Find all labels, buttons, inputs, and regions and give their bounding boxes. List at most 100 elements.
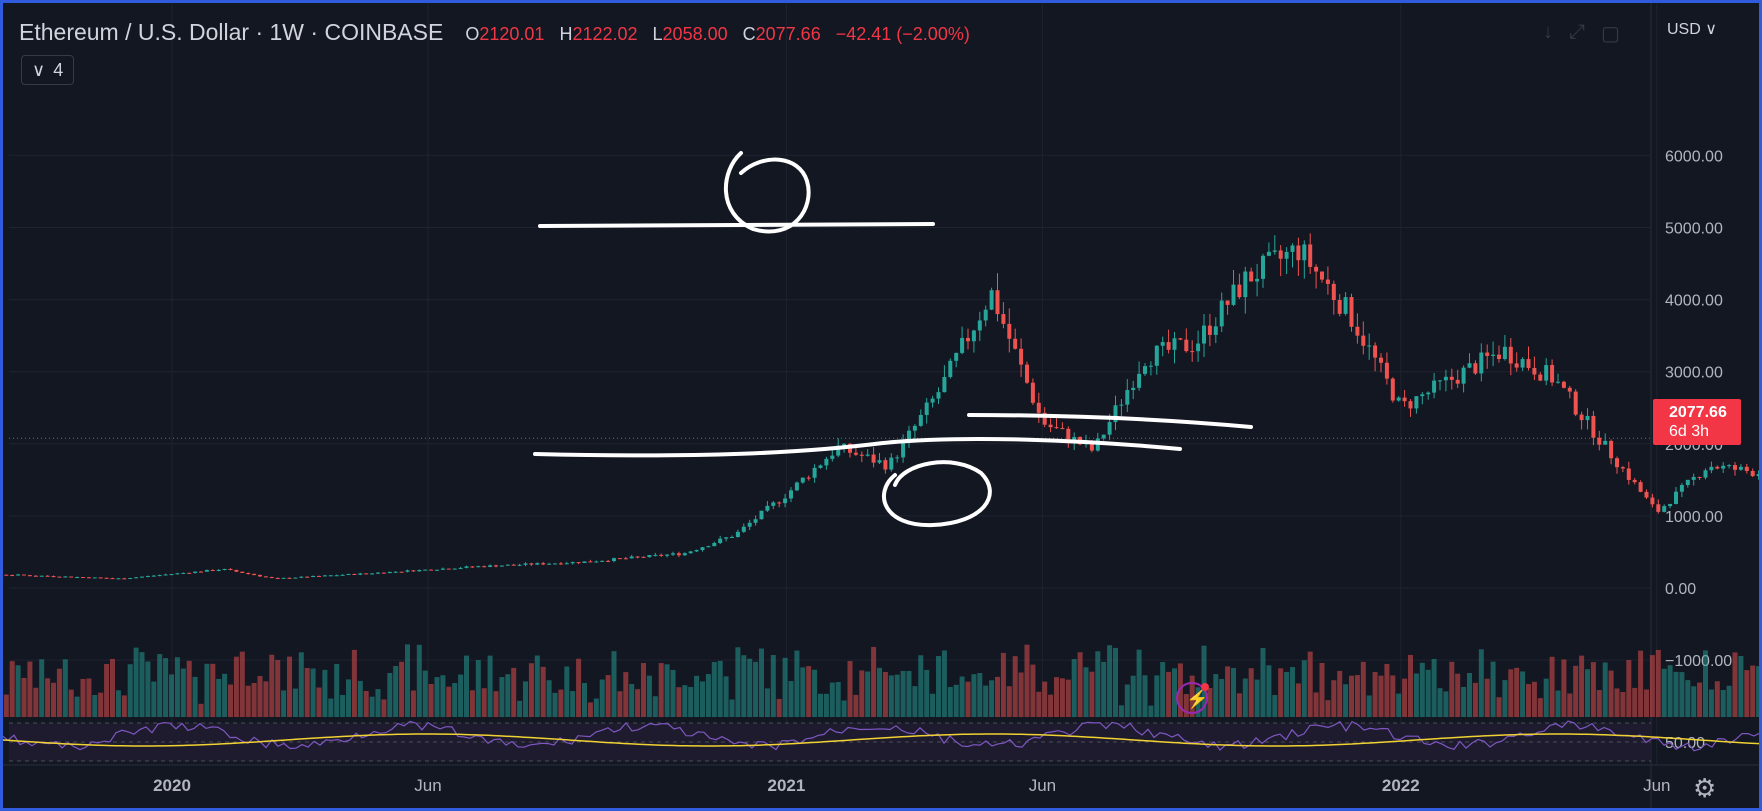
candle-body [252, 573, 257, 576]
candle-body [954, 352, 959, 361]
gear-icon[interactable]: ⚙ [1693, 773, 1717, 803]
volume-bar [1083, 667, 1089, 717]
candle-body [387, 571, 392, 574]
candle-body [617, 558, 622, 560]
volume-bar [74, 696, 80, 717]
volume-bar [174, 657, 180, 717]
candle-body [1355, 326, 1360, 336]
candle-body [594, 561, 599, 563]
volume-bar [1649, 655, 1655, 717]
volume-bar [552, 692, 558, 717]
y-tick-label: 0.00 [1665, 581, 1696, 598]
candle-body [606, 560, 611, 562]
indicator-count: 4 [53, 60, 64, 80]
volume-bar [1461, 686, 1467, 717]
candle-body [1272, 250, 1277, 252]
candle-body [830, 455, 835, 459]
volume-bar [1543, 678, 1549, 717]
candle-body [39, 575, 44, 577]
candle-body [1331, 283, 1336, 301]
volume-bar [711, 662, 717, 717]
volume-bar [298, 652, 304, 717]
candle-body [842, 443, 847, 446]
volume-bar [1201, 645, 1207, 717]
last-price-tag: 2077.66 6d 3h [1653, 399, 1741, 445]
volume-bar [1419, 662, 1425, 717]
candle-body [1449, 376, 1454, 380]
volume-bar [15, 665, 21, 717]
expand-icon[interactable]: ⤢ [1569, 21, 1585, 43]
volume-bar [328, 698, 334, 717]
volume-bar [1573, 665, 1579, 717]
volume-bar [1620, 692, 1626, 717]
candle-body [181, 572, 186, 574]
download-icon[interactable]: ↓ [1543, 21, 1553, 43]
volume-bar [1248, 668, 1254, 717]
volume-bar [1242, 678, 1248, 717]
volume-bar [1673, 671, 1679, 717]
close-value: 2077.66 [755, 24, 821, 44]
volume-bar [281, 690, 287, 717]
volume-bar [835, 681, 841, 717]
candle-body [364, 573, 369, 575]
candle-body [4, 574, 9, 576]
volume-bar [222, 673, 228, 717]
volume-bar [782, 657, 788, 717]
candle-body [712, 543, 717, 547]
chart-toolbar: ↓ ⤢ ▢ [1543, 21, 1620, 46]
candle-body [1414, 396, 1419, 409]
volume-bar [1307, 651, 1313, 717]
candle-body [128, 578, 133, 580]
indicators-toggle-button[interactable]: ∨ 4 [21, 55, 75, 85]
candle-body [582, 561, 587, 564]
volume-bar [1655, 649, 1661, 717]
volume-bar [1750, 665, 1756, 717]
volume-bar [1089, 671, 1095, 717]
volume-bar [1402, 678, 1408, 717]
candle-body [417, 569, 422, 572]
candle-body [1461, 367, 1466, 384]
volume-bar [334, 664, 340, 717]
candle-body [281, 577, 286, 579]
volume-bar [1425, 669, 1431, 717]
candle-body [446, 568, 451, 570]
x-tick-label: Jun [1643, 776, 1670, 795]
candle-body [1733, 465, 1737, 470]
candle-body [33, 575, 38, 577]
volume-bar [110, 658, 115, 717]
candle-body [452, 568, 457, 570]
currency-selector[interactable]: USD ∨ [1667, 19, 1717, 39]
candle-body [411, 570, 416, 572]
candle-body [216, 569, 221, 571]
candle-body [824, 458, 829, 466]
volume-bar [794, 650, 800, 717]
chevron-down-icon: ∨ [32, 60, 46, 80]
volume-bar [487, 655, 493, 717]
volume-bar [1732, 652, 1738, 717]
candle-body [1231, 284, 1236, 305]
volume-bar [1484, 678, 1490, 717]
candle-body [1025, 364, 1029, 383]
candle-body [1497, 354, 1501, 360]
volume-bar [1720, 690, 1726, 717]
volume-bar [1526, 684, 1531, 717]
volume-bar [1213, 674, 1219, 717]
volume-bar [1390, 675, 1396, 717]
bottom-circle-drawing [882, 460, 992, 528]
symbol-title[interactable]: Ethereum / U.S. Dollar · 1W · COINBASE [19, 19, 444, 45]
price-chart[interactable]: 6000.005000.004000.003000.002000.001000.… [3, 3, 1759, 808]
volume-bar [387, 672, 393, 717]
volume-bar [747, 658, 753, 717]
volume-bar [534, 655, 540, 717]
volume-bar [210, 663, 216, 717]
volume-bar [853, 694, 859, 717]
candle-body [989, 290, 994, 310]
volume-bar [1077, 652, 1083, 717]
candle-body [1202, 325, 1206, 344]
candle-body [1137, 373, 1142, 388]
fullscreen-icon[interactable]: ▢ [1601, 23, 1620, 45]
volume-bar [139, 652, 145, 717]
volume-bar [1219, 679, 1225, 717]
y-tick-label: 4000.00 [1665, 293, 1723, 310]
